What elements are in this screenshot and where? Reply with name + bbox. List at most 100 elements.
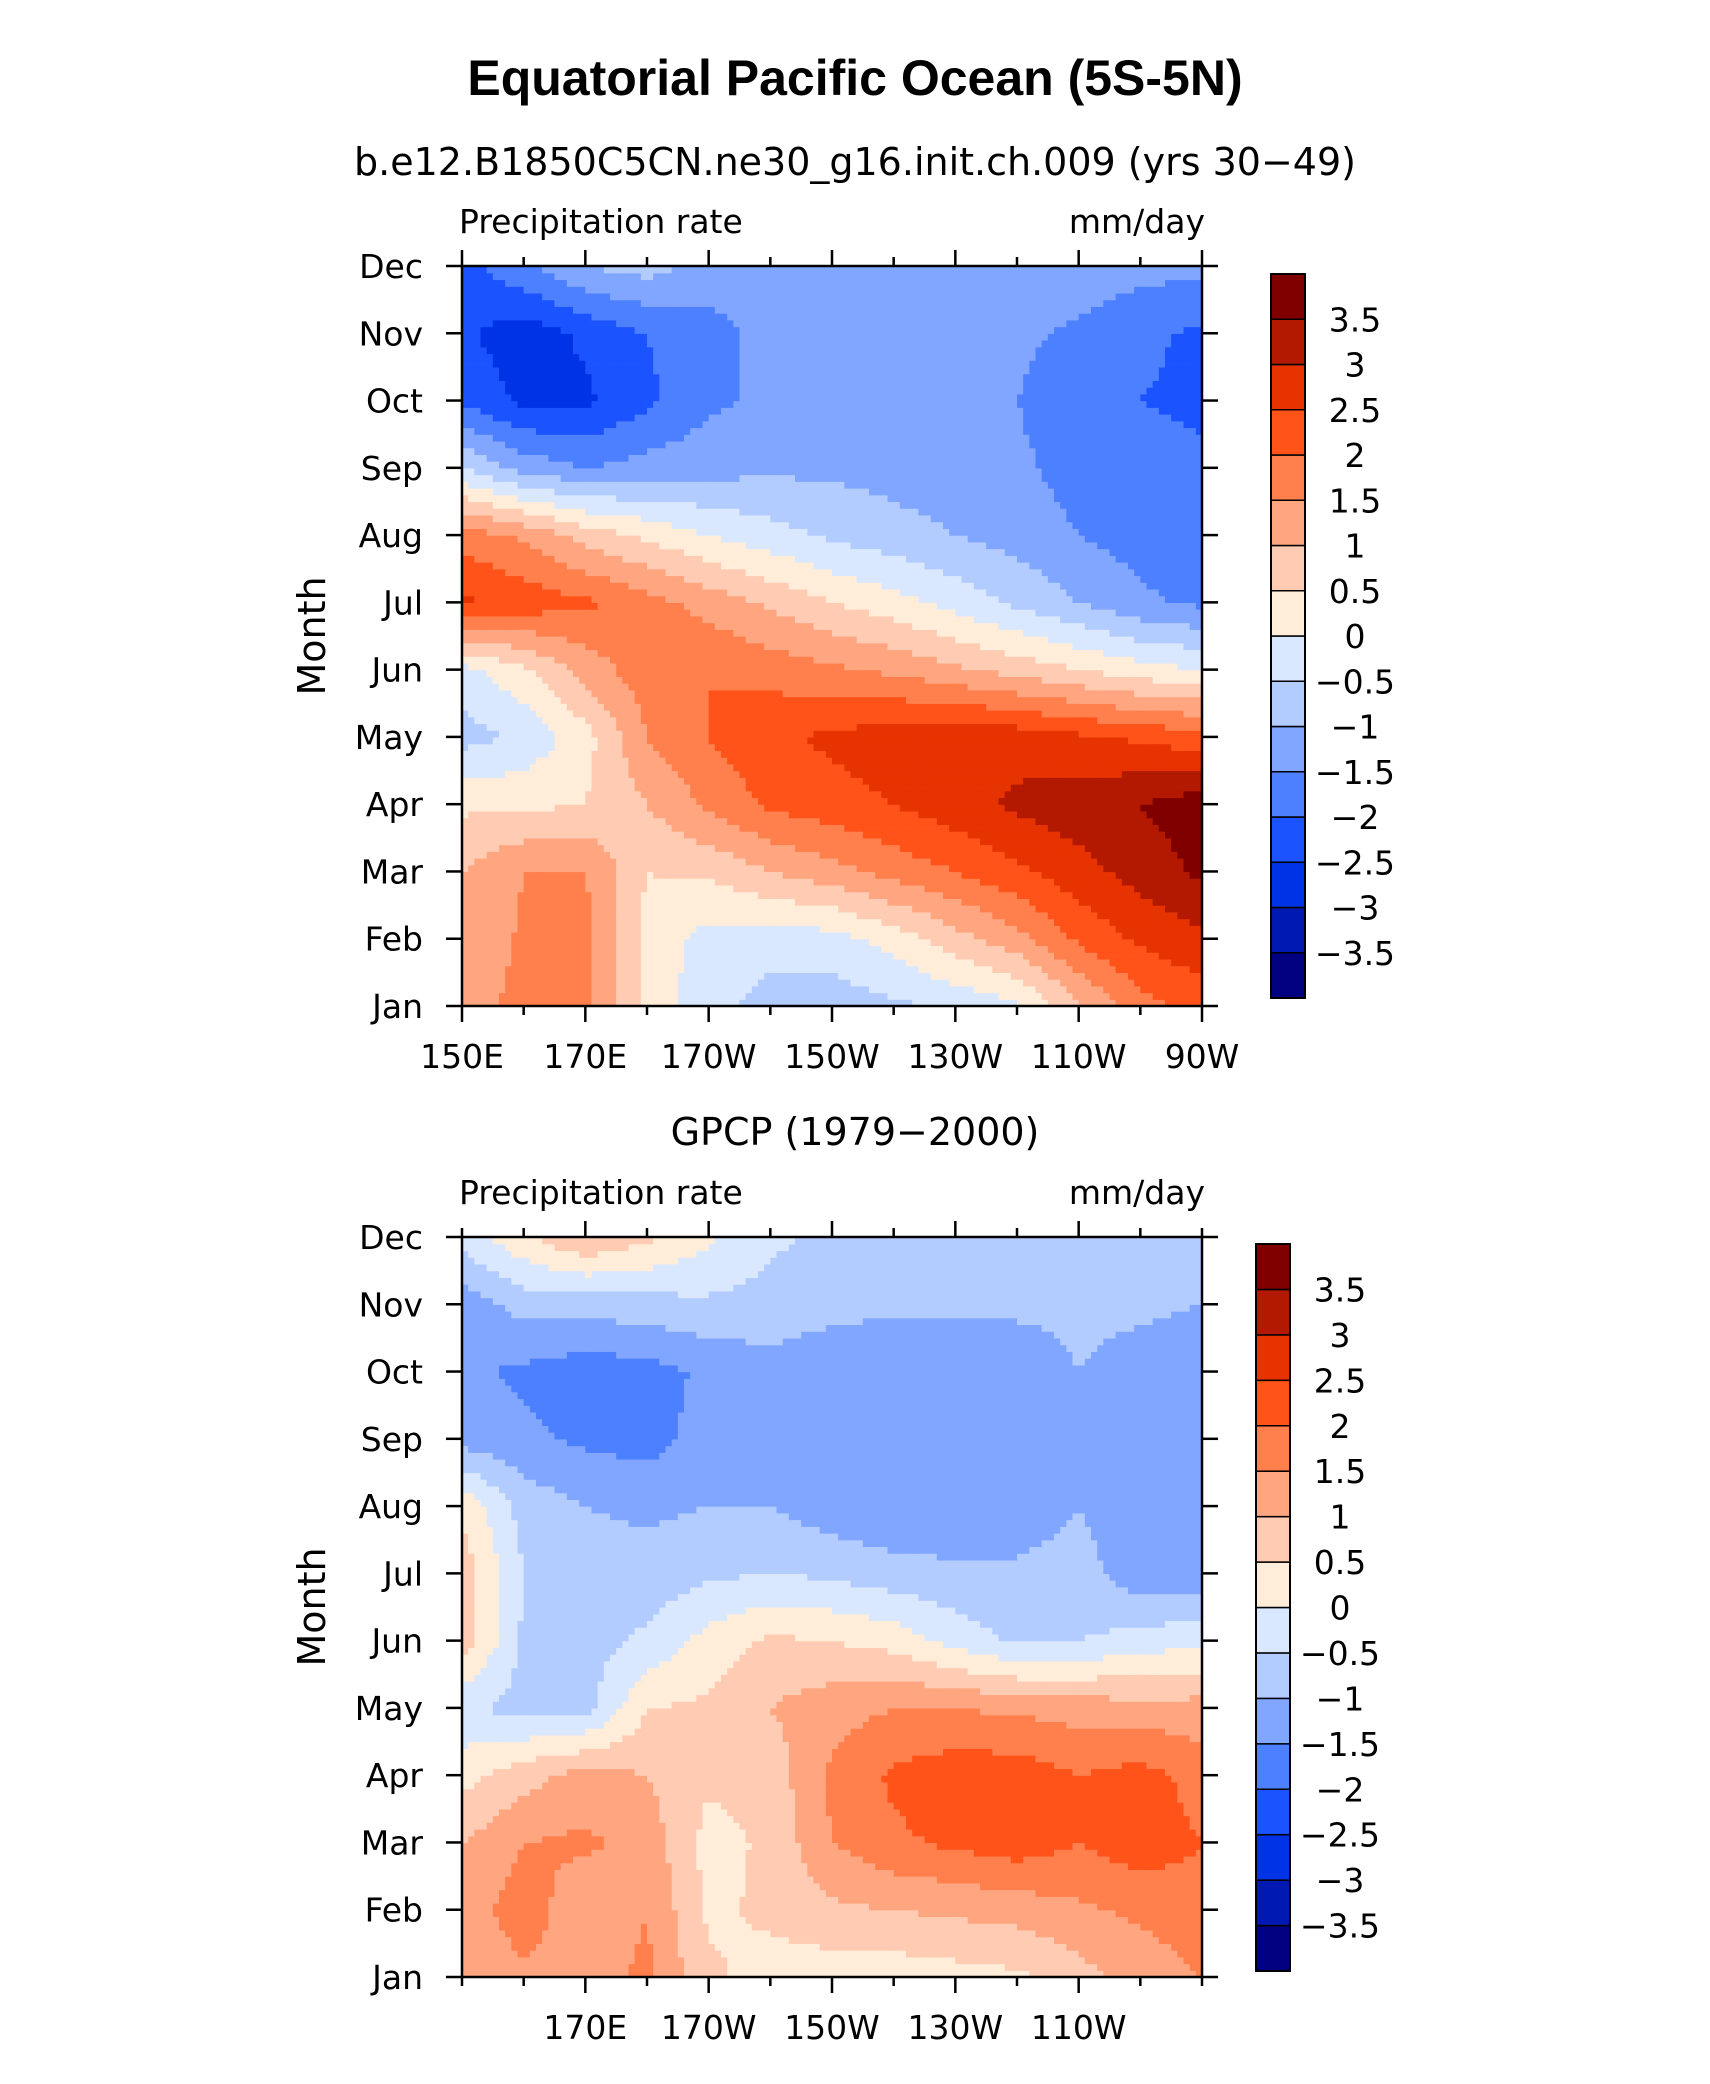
field-cell — [912, 992, 919, 1000]
field-cell — [973, 992, 981, 1000]
field-cell — [758, 918, 765, 926]
field-cell — [684, 932, 691, 940]
field-cell — [992, 992, 1000, 1000]
field-cell — [1195, 918, 1202, 926]
field-cell — [708, 905, 716, 913]
field-cell — [671, 790, 679, 799]
field-cell — [825, 810, 833, 819]
field-cell — [462, 831, 469, 839]
field-cell — [579, 824, 586, 832]
field-cell — [1103, 844, 1111, 852]
field-cell — [961, 837, 969, 846]
field-cell — [554, 817, 562, 825]
field-cell — [523, 757, 531, 765]
field-cell — [1140, 831, 1148, 839]
field-cell — [986, 871, 993, 879]
field-cell — [807, 824, 815, 832]
field-cell — [1023, 824, 1030, 832]
field-cell — [912, 804, 919, 812]
field-cell — [881, 743, 889, 751]
field-cell — [998, 972, 1006, 980]
field-cell — [603, 858, 611, 866]
field-cell — [634, 925, 642, 933]
field-cell — [918, 817, 926, 825]
field-cell — [955, 952, 963, 960]
field-cell — [653, 770, 660, 778]
field-cell — [782, 777, 790, 785]
field-cell — [1060, 736, 1067, 745]
field-cell — [548, 985, 556, 994]
field-cell — [1115, 831, 1123, 839]
field-cell — [850, 871, 858, 879]
field-cell — [924, 763, 932, 772]
field-cell — [1177, 790, 1185, 799]
field-cell — [844, 972, 852, 980]
field-cell — [1189, 858, 1197, 866]
field-cell — [1035, 750, 1043, 758]
field-cell — [825, 777, 833, 785]
field-cell — [640, 938, 648, 947]
field-cell — [782, 952, 790, 960]
field-cell — [523, 703, 531, 711]
field-cell — [850, 750, 858, 758]
field-cell — [542, 716, 549, 725]
field-cell — [875, 891, 882, 899]
field-cell — [634, 743, 642, 751]
field-cell — [585, 918, 593, 926]
field-cell — [943, 952, 950, 960]
field-cell — [517, 918, 525, 926]
field-cell — [838, 918, 845, 926]
field-cell — [733, 797, 741, 805]
field-cell — [1060, 797, 1067, 805]
field-cell — [801, 985, 808, 994]
field-cell — [1128, 763, 1135, 772]
field-cell — [764, 911, 771, 920]
field-cell — [523, 985, 531, 994]
field-cell — [640, 817, 648, 825]
field-cell — [1066, 999, 1074, 1006]
field-cell — [949, 804, 956, 812]
field-cell — [616, 844, 623, 852]
field-cell — [733, 898, 741, 906]
field-cell — [1165, 784, 1172, 792]
field-cell — [751, 777, 759, 785]
field-cell — [850, 763, 858, 772]
field-cell — [468, 804, 475, 812]
field-cell — [918, 844, 926, 852]
field-cell — [566, 723, 574, 731]
field-cell — [480, 884, 488, 893]
field-cell — [869, 925, 876, 933]
field-cell — [610, 770, 617, 778]
field-cell — [1146, 810, 1154, 819]
field-cell — [1078, 891, 1086, 899]
field-cell — [906, 958, 913, 967]
field-cell — [998, 871, 1006, 879]
field-cell — [597, 918, 605, 926]
field-cell — [918, 999, 926, 1006]
field-cell — [1195, 790, 1202, 799]
field-cell — [961, 817, 969, 825]
field-cell — [523, 858, 531, 866]
field-cell — [1078, 736, 1086, 745]
field-cell — [1103, 817, 1111, 825]
field-cell — [696, 932, 704, 940]
field-cell — [844, 817, 852, 825]
field-cell — [936, 952, 944, 960]
field-cell — [1158, 972, 1166, 980]
field-cell — [918, 837, 926, 846]
field-cell — [745, 945, 753, 953]
field-cell — [560, 952, 568, 960]
field-cell — [1072, 790, 1080, 799]
field-cell — [610, 824, 617, 832]
field-cell — [511, 730, 519, 738]
field-cell — [517, 763, 525, 772]
field-cell — [961, 831, 969, 839]
field-cell — [536, 696, 543, 704]
field-cell — [690, 938, 697, 947]
field-cell — [659, 999, 667, 1006]
field-cell — [764, 864, 771, 873]
field-cell — [751, 938, 759, 947]
field-cell — [1103, 945, 1111, 953]
field-cell — [1128, 824, 1135, 832]
